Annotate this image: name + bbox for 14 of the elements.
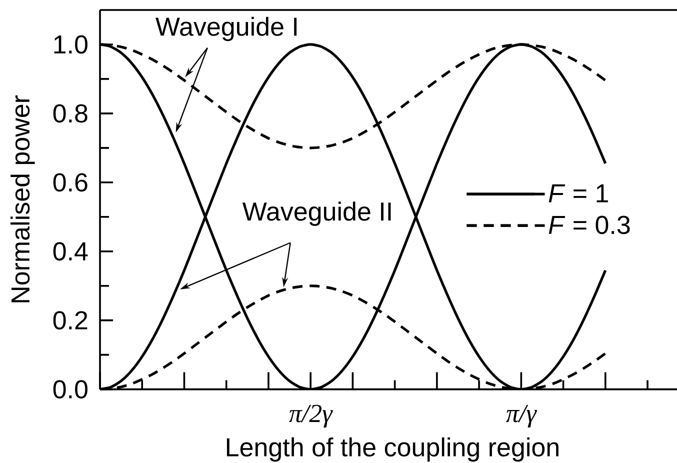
annotation: Waveguide I xyxy=(156,16,297,42)
x-tick-label: π/2γ xyxy=(288,404,333,428)
legend-label: F = 1 xyxy=(548,184,608,202)
y-tick-label: 0.6 xyxy=(53,173,88,192)
x-axis-title: Length of the coupling region xyxy=(226,437,558,462)
y-tick-label: 0.8 xyxy=(53,104,88,123)
y-tick-label: 1.0 xyxy=(54,35,88,54)
legend-label: F = 0.3 xyxy=(548,216,630,234)
y-axis-title: Normalised power xyxy=(10,95,35,302)
annotation: Waveguide II xyxy=(242,202,391,226)
y-tick-label: 0.0 xyxy=(53,380,88,398)
x-tick-label: π/γ xyxy=(506,404,537,428)
y-tick-label: 0.2 xyxy=(53,311,88,330)
y-tick-label: 0.4 xyxy=(53,242,88,261)
